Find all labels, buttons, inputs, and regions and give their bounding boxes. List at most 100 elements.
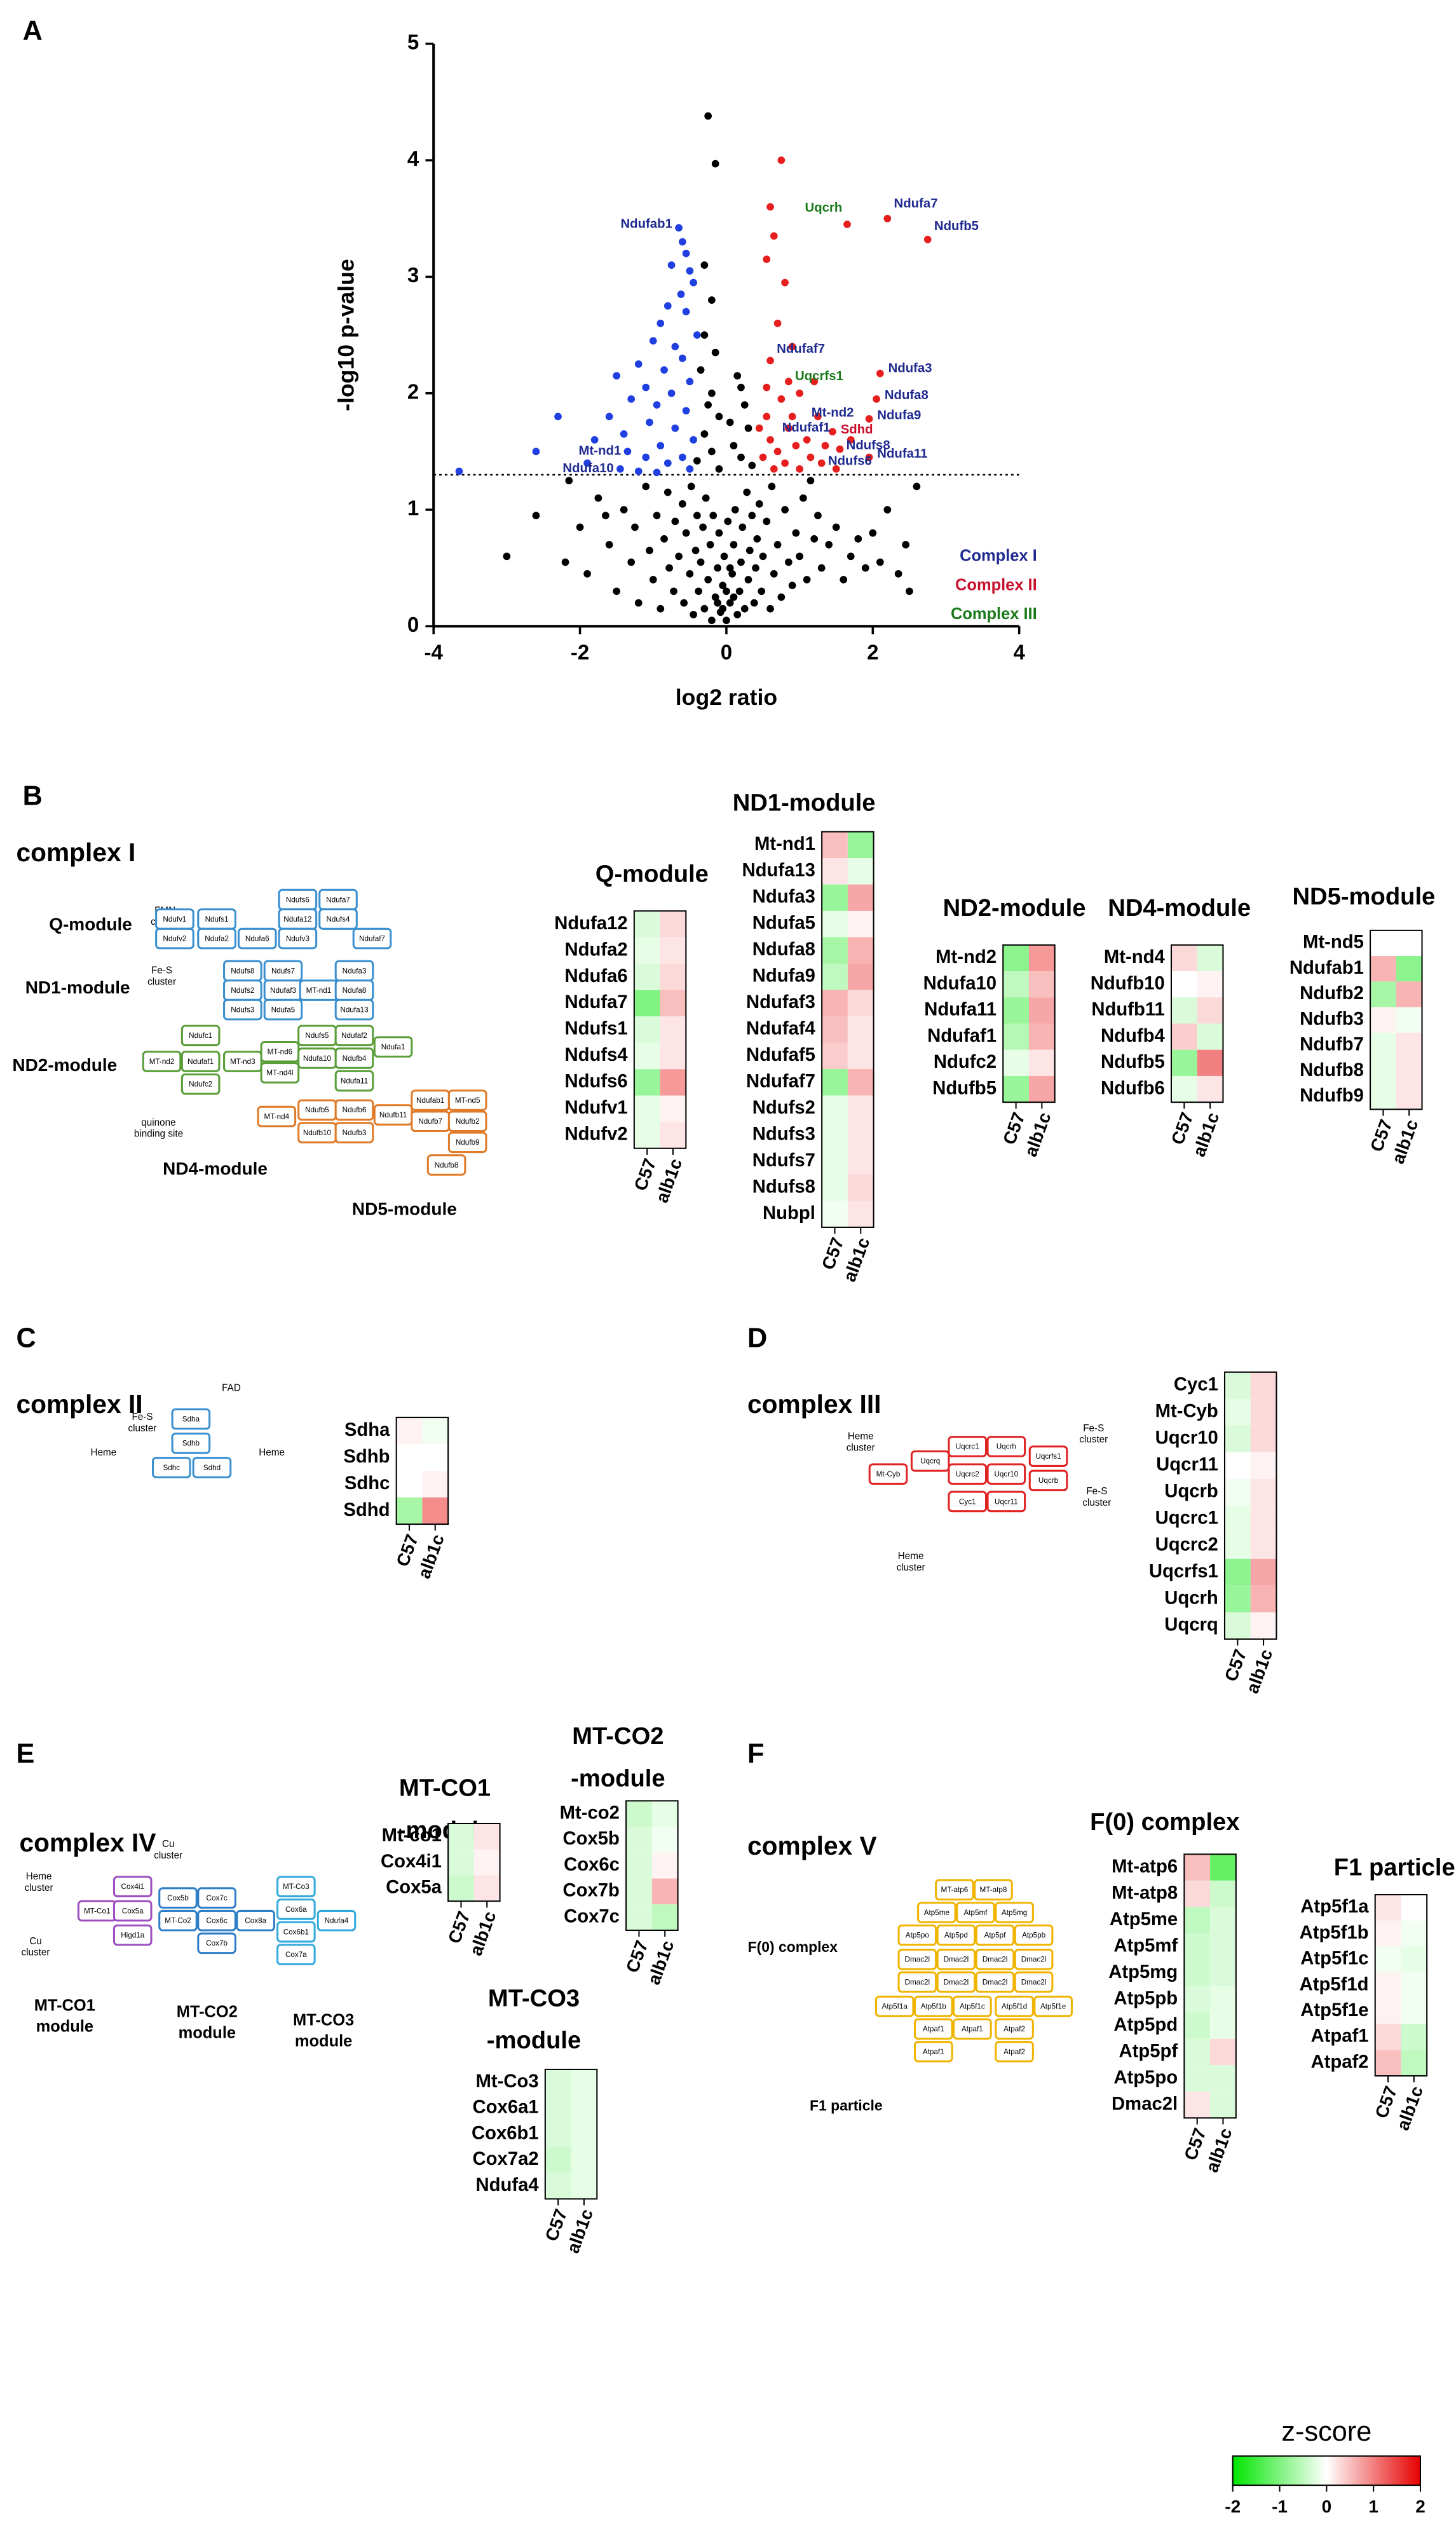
node-box (910, 1450, 950, 1472)
data-point (759, 453, 767, 461)
node-box (197, 1887, 236, 1909)
diagram-label: Heme (848, 1431, 874, 1442)
data-point (653, 468, 661, 477)
row-label: Ndufs2 (752, 1098, 815, 1118)
row-label: Cox4i1 (381, 1851, 442, 1872)
data-point (657, 442, 665, 450)
data-point (759, 552, 767, 561)
node-box (913, 2041, 953, 2062)
node-label: Ndufc2 (189, 1080, 212, 1089)
node-label: Atp5mg (1002, 1909, 1027, 1917)
data-point (646, 547, 653, 555)
node-label: Ndufaf7 (359, 934, 385, 943)
data-point (723, 617, 730, 624)
row-label: Cox7a2 (473, 2149, 539, 2169)
row-label: Uqcrfs1 (1149, 1562, 1218, 1582)
data-point (715, 529, 723, 537)
diagram-label: MT-CO2 (177, 2003, 238, 2021)
y-axis-label: -log10 p-value (334, 259, 359, 411)
diagram-label: binding site (134, 1129, 183, 1140)
data-point (594, 494, 602, 502)
heatmap-border (1223, 1371, 1277, 1640)
node-box (334, 1122, 374, 1143)
heatmap-cell (847, 1016, 874, 1043)
point-label: Ndufa11 (877, 447, 927, 461)
data-point (711, 348, 719, 357)
heatmap-cell (1224, 1505, 1251, 1532)
data-point (602, 512, 609, 520)
row-label: Cox7c (564, 1906, 620, 1926)
node-box (913, 1995, 953, 2017)
data-point (627, 558, 636, 566)
data-point (715, 465, 723, 473)
heatmap-border (1170, 944, 1224, 1103)
data-point (752, 564, 759, 572)
node-box (874, 1995, 915, 2017)
node-box (276, 1921, 316, 1943)
data-point (686, 378, 694, 386)
diagram-label: Cu (29, 1936, 42, 1947)
data-point (697, 558, 705, 566)
row-label: Atp5f1a (1300, 1897, 1369, 1917)
row-label: Ndufb6 (1101, 1078, 1165, 1098)
row-label: Sdhd (343, 1500, 390, 1520)
heatmap-cell (822, 911, 848, 937)
row-label: Uqcrq (1164, 1615, 1218, 1635)
heatmap-cell (1224, 1612, 1251, 1639)
row-label: Mt-atp8 (1112, 1883, 1178, 1903)
heatmap-cell (545, 2069, 571, 2096)
row-label: Mt-nd4 (1104, 947, 1166, 967)
node-box (1014, 1971, 1054, 1993)
colorbar-tick-label: -1 (1272, 2497, 1288, 2516)
legend-label: Complex II (955, 576, 1037, 594)
node-box (975, 1924, 1015, 1946)
node-box (192, 1457, 232, 1478)
heatmap-title: Q-module (595, 860, 709, 887)
node-label: Uqcr11 (995, 1497, 1018, 1506)
row-label: Cox5b (562, 1829, 619, 1849)
node-label: Dmac2l (983, 1956, 1008, 1964)
row-label: Uqcrb (1164, 1482, 1218, 1502)
node-label: Ndufa8 (343, 986, 367, 995)
node-box (263, 999, 303, 1021)
heatmap-cell (634, 990, 660, 1017)
heatmap-cell (634, 1016, 660, 1043)
heatmap-cell (1210, 2012, 1236, 2039)
node-label: Atp5pf (984, 1931, 1007, 1939)
data-point (865, 453, 873, 461)
node-box (917, 1902, 956, 1923)
data-point (728, 569, 737, 578)
heatmap-cell (473, 1875, 500, 1902)
data-point (671, 343, 679, 351)
node-box (986, 1436, 1026, 1457)
node-label: Ndufaf1 (187, 1058, 214, 1066)
heatmap-cell (1003, 944, 1029, 971)
data-point (700, 261, 709, 269)
diagram-label: cluster (147, 976, 176, 987)
diagram-label: F(0) complex (748, 1939, 838, 1955)
diagram-label: module (179, 2024, 236, 2042)
data-point (678, 238, 686, 246)
row-label: Ndufa10 (923, 973, 997, 993)
x-tick-label: 4 (1013, 641, 1025, 664)
node-box (276, 1898, 316, 1920)
row-label: Ndufs3 (752, 1124, 815, 1144)
data-point (726, 564, 734, 572)
node-box (260, 1062, 300, 1084)
node-label: Cox5b (167, 1894, 189, 1902)
heatmap-cell (545, 2147, 571, 2173)
node-label: Ndufb6 (343, 1106, 367, 1114)
row-label: Atp5pb (1113, 1988, 1178, 2008)
heatmap-cell (571, 2069, 597, 2096)
heatmap-title: MT-CO2 (572, 1722, 663, 1750)
data-point (763, 412, 771, 421)
heatmap-cell (847, 1174, 874, 1201)
heatmap-cell (1184, 2091, 1211, 2118)
row-label: Ndufb11 (1091, 1000, 1164, 1020)
row-label: Ndufa7 (564, 992, 627, 1012)
data-point (758, 587, 766, 596)
heatmap-cell (651, 1904, 678, 1930)
node-label: Uqcrc1 (956, 1443, 979, 1451)
node-label: Ndufb7 (418, 1117, 442, 1126)
data-point (773, 447, 782, 456)
